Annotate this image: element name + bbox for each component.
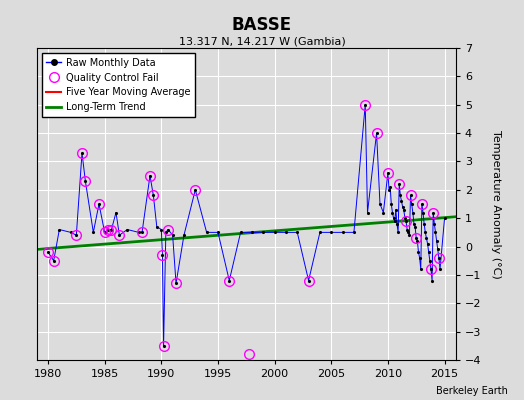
Text: BASSE: BASSE (232, 16, 292, 34)
Text: Berkeley Earth: Berkeley Earth (436, 386, 508, 396)
Y-axis label: Temperature Anomaly (°C): Temperature Anomaly (°C) (491, 130, 501, 278)
Text: 13.317 N, 14.217 W (Gambia): 13.317 N, 14.217 W (Gambia) (179, 36, 345, 46)
Legend: Raw Monthly Data, Quality Control Fail, Five Year Moving Average, Long-Term Tren: Raw Monthly Data, Quality Control Fail, … (41, 53, 195, 117)
